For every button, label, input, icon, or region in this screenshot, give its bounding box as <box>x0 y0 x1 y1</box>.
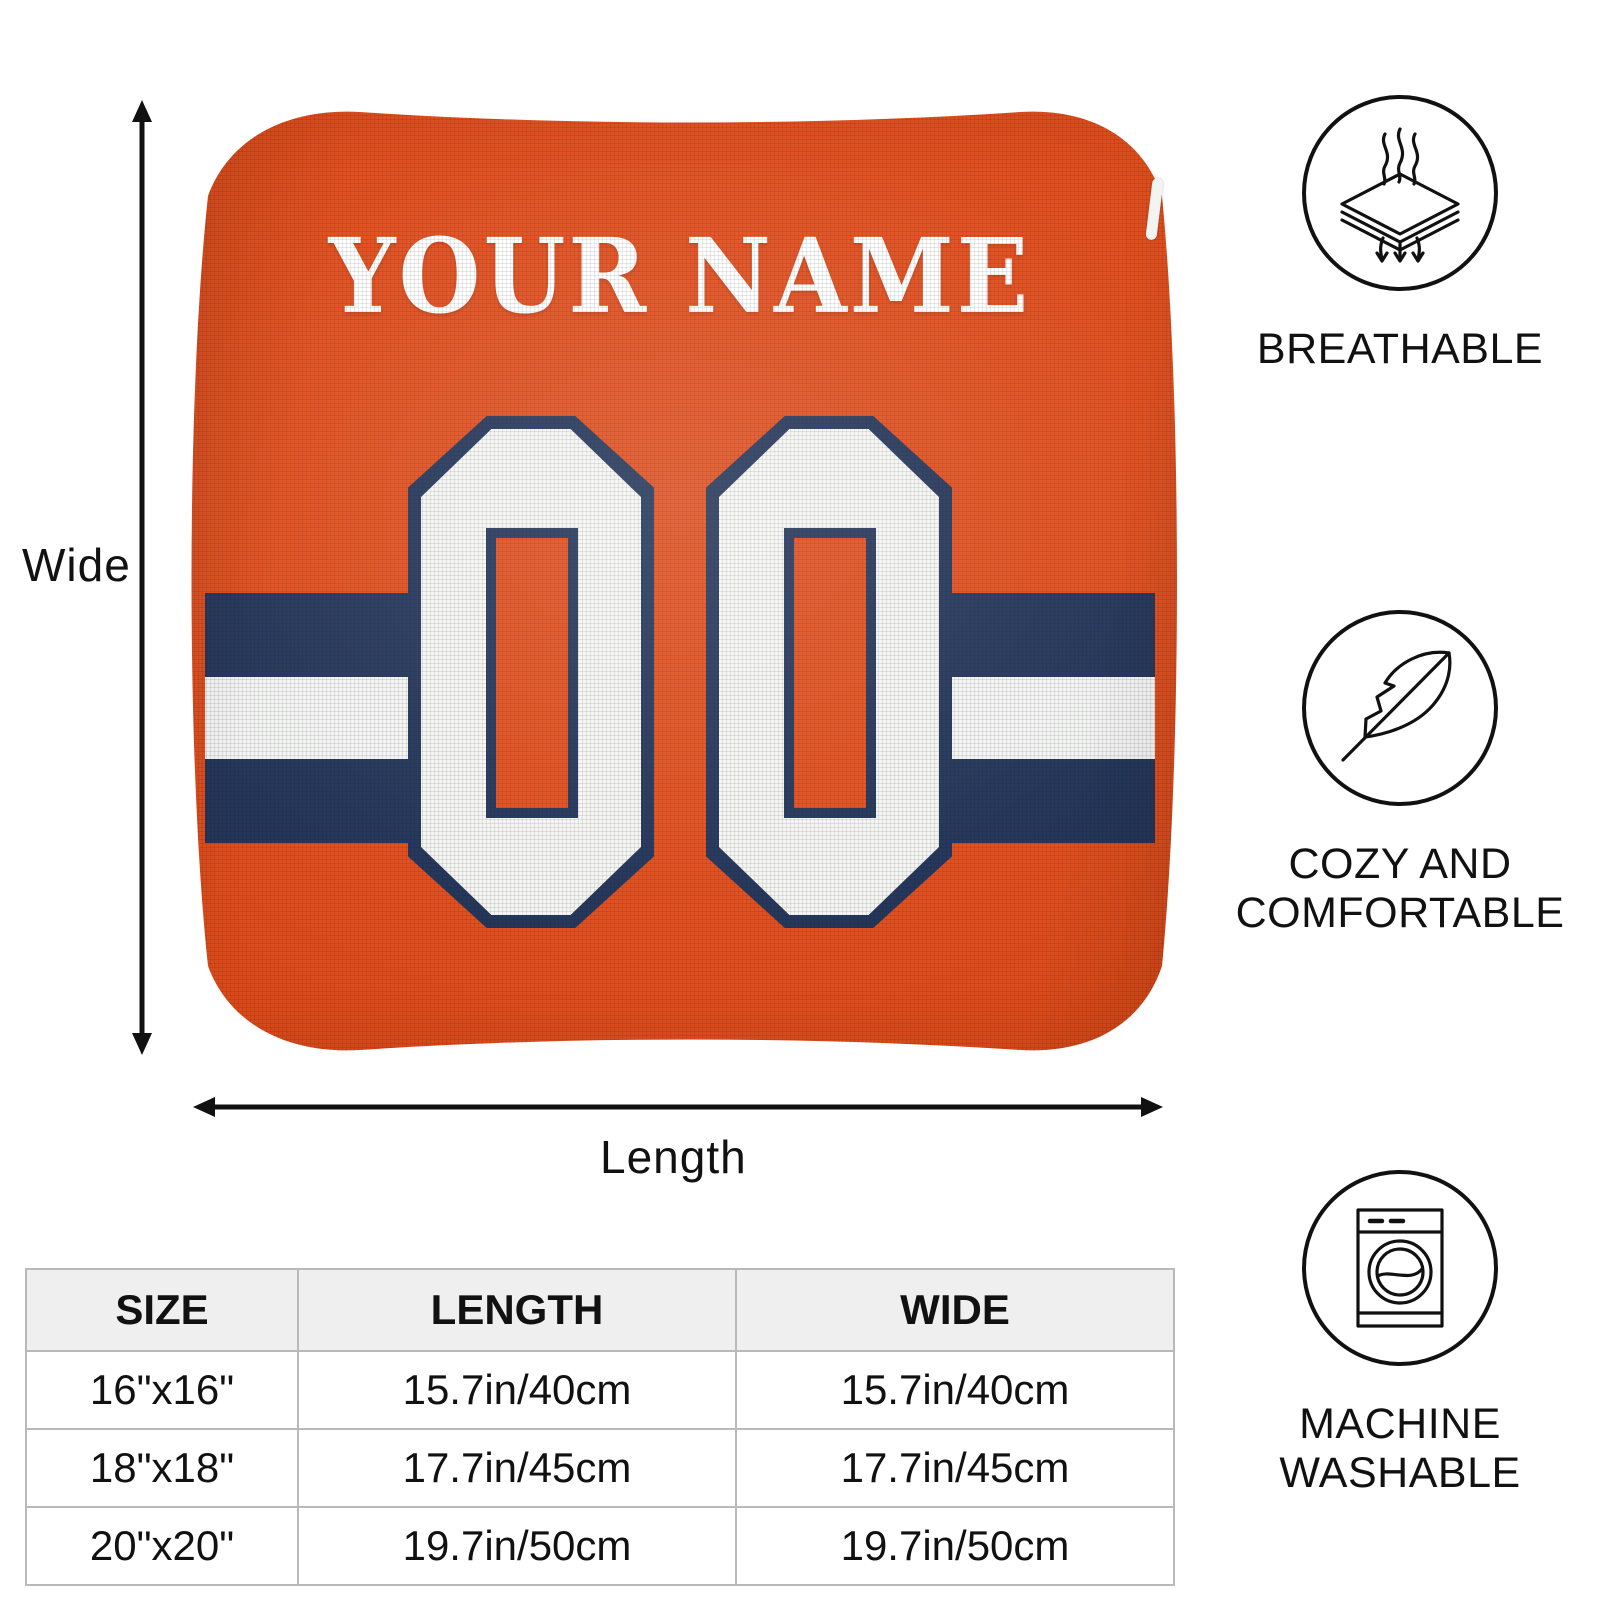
stripe-navy-bottom <box>205 759 420 843</box>
washing-machine-icon <box>1302 1170 1498 1366</box>
cell-size: 18"x18" <box>25 1428 299 1508</box>
column-header-length: LENGTH <box>297 1268 737 1352</box>
stripe-white-middle <box>940 677 1155 759</box>
stripe-navy-top <box>205 593 420 677</box>
wide-dimension-arrow <box>132 100 152 1055</box>
pillow-shape: YOUR NAME <box>170 100 1190 1060</box>
table-row: 16"x16" 15.7in/40cm 15.7in/40cm <box>25 1350 1175 1430</box>
feature-breathable: BREATHABLE <box>1205 95 1595 374</box>
cell-length: 17.7in/45cm <box>297 1428 737 1508</box>
feature-list: BREATHABLE COZY AND COMFORTABLE <box>1205 95 1595 1555</box>
feature-label: COZY AND COMFORTABLE <box>1235 840 1565 938</box>
digit-counter <box>496 538 568 808</box>
stripe-white-middle <box>205 677 420 759</box>
jersey-number-text <box>170 416 1190 928</box>
feature-label: BREATHABLE <box>1256 325 1544 373</box>
cell-wide: 15.7in/40cm <box>735 1350 1175 1430</box>
jersey-stripe-left <box>205 593 420 843</box>
jersey-stripe-right <box>940 593 1155 843</box>
cell-length: 19.7in/50cm <box>297 1506 737 1586</box>
digit-counter <box>794 538 866 808</box>
length-dimension-arrow <box>193 1097 1163 1117</box>
breathable-fabric-icon <box>1302 95 1498 291</box>
cell-wide: 17.7in/45cm <box>735 1428 1175 1508</box>
size-chart-table: SIZE LENGTH WIDE 16"x16" 15.7in/40cm 15.… <box>25 1268 1175 1586</box>
column-header-wide: WIDE <box>735 1268 1175 1352</box>
wide-dimension-label: Wide <box>22 539 131 591</box>
table-row: 18"x18" 17.7in/45cm 17.7in/45cm <box>25 1428 1175 1508</box>
jersey-digit <box>408 416 654 928</box>
stripe-navy-top <box>940 593 1155 677</box>
feature-label: MACHINE WASHABLE <box>1279 1400 1521 1498</box>
feature-machine-washable: MACHINE WASHABLE <box>1205 1170 1595 1498</box>
cell-wide: 19.7in/50cm <box>735 1506 1175 1586</box>
table-header-row: SIZE LENGTH WIDE <box>25 1268 1175 1352</box>
cell-size: 16"x16" <box>25 1350 299 1430</box>
jersey-name-text: YOUR NAME <box>328 215 1032 337</box>
length-dimension-label: Length <box>600 1131 747 1183</box>
cell-size: 20"x20" <box>25 1506 299 1586</box>
stripe-navy-bottom <box>940 759 1155 843</box>
cell-length: 15.7in/40cm <box>297 1350 737 1430</box>
column-header-size: SIZE <box>25 1268 299 1352</box>
pillow-product-image: YOUR NAME <box>170 100 1190 1060</box>
feature-cozy-comfortable: COZY AND COMFORTABLE <box>1205 610 1595 938</box>
feather-icon <box>1302 610 1498 806</box>
pillow-fabric-body: YOUR NAME <box>170 100 1190 1060</box>
table-row: 20"x20" 19.7in/50cm 19.7in/50cm <box>25 1506 1175 1586</box>
jersey-digit <box>706 416 952 928</box>
